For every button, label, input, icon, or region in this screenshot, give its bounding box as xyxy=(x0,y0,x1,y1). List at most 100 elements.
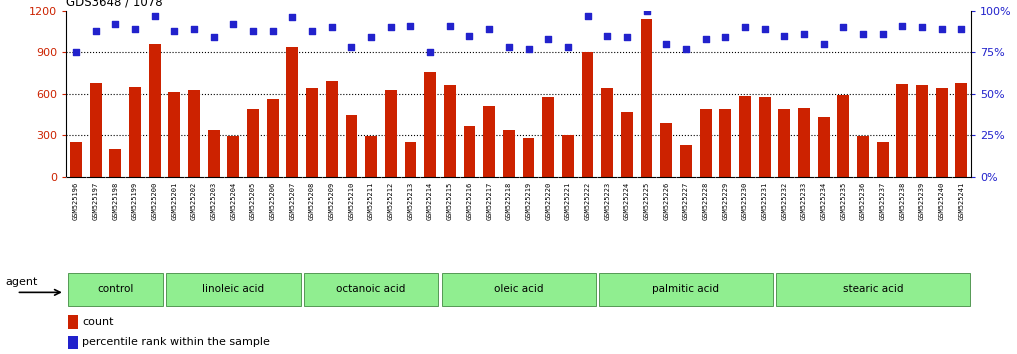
Text: GSM525230: GSM525230 xyxy=(742,182,747,220)
Text: percentile rank within the sample: percentile rank within the sample xyxy=(82,337,270,348)
Point xyxy=(441,23,458,28)
Bar xyxy=(857,136,869,177)
Text: count: count xyxy=(82,317,114,327)
Point xyxy=(521,46,537,52)
Bar xyxy=(306,88,318,177)
Bar xyxy=(441,273,596,306)
Bar xyxy=(916,85,928,177)
Text: GSM525213: GSM525213 xyxy=(408,182,414,220)
Point xyxy=(658,41,674,47)
Text: palmitic acid: palmitic acid xyxy=(653,284,719,294)
Text: GSM525222: GSM525222 xyxy=(585,182,591,220)
Bar xyxy=(700,109,712,177)
Text: GSM525225: GSM525225 xyxy=(644,182,650,220)
Point xyxy=(875,31,891,37)
Bar xyxy=(503,130,515,177)
Point xyxy=(422,50,438,55)
Point xyxy=(146,13,163,18)
Text: GSM525202: GSM525202 xyxy=(191,182,197,220)
Bar xyxy=(896,84,908,177)
Bar xyxy=(68,315,78,329)
Point xyxy=(225,21,241,27)
Bar xyxy=(483,106,495,177)
Text: GSM525238: GSM525238 xyxy=(899,182,905,220)
Point xyxy=(835,24,851,30)
Point xyxy=(757,26,773,32)
Text: GSM525212: GSM525212 xyxy=(387,182,394,220)
Bar xyxy=(776,273,969,306)
Point xyxy=(481,26,497,32)
Bar xyxy=(798,108,810,177)
Point xyxy=(639,8,655,13)
Bar xyxy=(877,142,889,177)
Bar xyxy=(739,96,751,177)
Bar xyxy=(228,136,239,177)
Text: GSM525228: GSM525228 xyxy=(703,182,709,220)
Point xyxy=(344,44,360,50)
Bar xyxy=(166,273,301,306)
Point xyxy=(698,36,714,42)
Text: GSM525226: GSM525226 xyxy=(663,182,669,220)
Point xyxy=(855,31,872,37)
Text: GSM525198: GSM525198 xyxy=(112,182,118,220)
Bar xyxy=(719,109,731,177)
Point xyxy=(363,34,379,40)
Text: GSM525204: GSM525204 xyxy=(231,182,236,220)
Text: GSM525234: GSM525234 xyxy=(821,182,827,220)
Bar xyxy=(660,123,672,177)
Text: octanoic acid: octanoic acid xyxy=(337,284,406,294)
Text: oleic acid: oleic acid xyxy=(494,284,543,294)
Text: GSM525210: GSM525210 xyxy=(349,182,354,220)
Text: GSM525231: GSM525231 xyxy=(762,182,768,220)
Text: GSM525232: GSM525232 xyxy=(781,182,787,220)
Point xyxy=(68,50,84,55)
Text: GSM525227: GSM525227 xyxy=(683,182,689,220)
Point xyxy=(934,26,950,32)
Text: GSM525214: GSM525214 xyxy=(427,182,433,220)
Text: GSM525236: GSM525236 xyxy=(860,182,866,220)
Bar xyxy=(443,85,456,177)
Text: GSM525207: GSM525207 xyxy=(290,182,295,220)
Bar xyxy=(778,109,790,177)
Bar xyxy=(936,88,948,177)
Point xyxy=(736,24,753,30)
Bar xyxy=(405,142,416,177)
Point xyxy=(618,34,635,40)
Text: GSM525216: GSM525216 xyxy=(467,182,473,220)
Text: GSM525218: GSM525218 xyxy=(505,182,512,220)
Bar xyxy=(818,118,830,177)
Point xyxy=(914,24,931,30)
Text: agent: agent xyxy=(5,277,38,287)
Bar xyxy=(599,273,773,306)
Point xyxy=(599,33,615,39)
Bar xyxy=(680,145,692,177)
Point xyxy=(87,28,104,33)
Text: GSM525208: GSM525208 xyxy=(309,182,315,220)
Text: GSM525203: GSM525203 xyxy=(211,182,217,220)
Text: GSM525211: GSM525211 xyxy=(368,182,374,220)
Bar xyxy=(266,99,279,177)
Bar xyxy=(464,126,475,177)
Bar xyxy=(207,130,220,177)
Point xyxy=(500,44,517,50)
Point xyxy=(323,24,340,30)
Point xyxy=(462,33,478,39)
Text: GSM525220: GSM525220 xyxy=(545,182,551,220)
Text: GSM525217: GSM525217 xyxy=(486,182,492,220)
Text: GSM525223: GSM525223 xyxy=(604,182,610,220)
Point xyxy=(186,26,202,32)
Point xyxy=(285,15,301,20)
Bar xyxy=(837,95,849,177)
Text: GDS3648 / 1078: GDS3648 / 1078 xyxy=(66,0,163,9)
Point xyxy=(677,46,694,52)
Text: GSM525233: GSM525233 xyxy=(801,182,806,220)
Text: GSM525241: GSM525241 xyxy=(958,182,964,220)
Point xyxy=(894,23,910,28)
Bar xyxy=(89,83,102,177)
Text: GSM525215: GSM525215 xyxy=(446,182,453,220)
Point xyxy=(580,13,596,18)
Point xyxy=(205,34,222,40)
Text: GSM525201: GSM525201 xyxy=(171,182,177,220)
Bar xyxy=(384,90,397,177)
Text: GSM525235: GSM525235 xyxy=(840,182,846,220)
